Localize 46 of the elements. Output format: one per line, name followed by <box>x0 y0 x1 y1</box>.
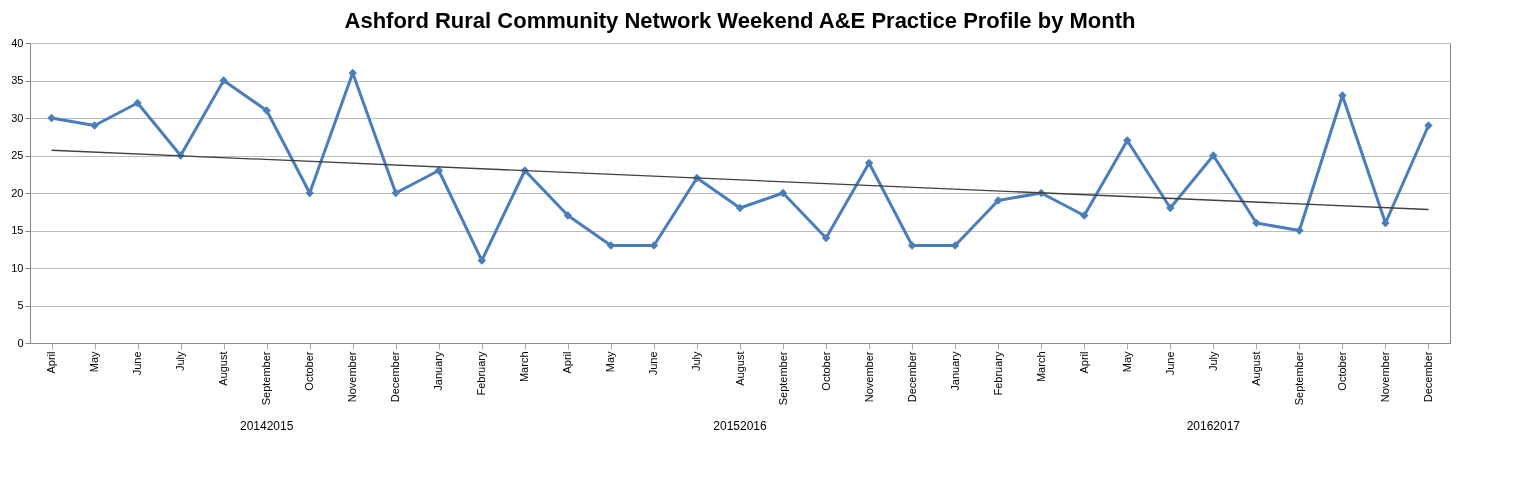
x-tick-label: December <box>389 351 402 403</box>
y-tick-label: 20 <box>11 186 24 199</box>
x-tick-label: March <box>1034 351 1047 383</box>
x-tick-label: October <box>819 351 832 391</box>
text: 20162017 <box>1186 419 1241 433</box>
x-tick-label: August <box>1249 351 1262 386</box>
x-tick-label: November <box>1378 351 1391 403</box>
x-tick-label: February <box>475 351 488 396</box>
x-tick-label: December <box>905 351 918 403</box>
x-tick-label: April <box>1077 351 1090 374</box>
x-tick-label: December <box>1421 351 1434 403</box>
x-tick-label: June <box>1163 351 1176 376</box>
x-tick-label: June <box>647 351 660 376</box>
y-tick-label: 25 <box>11 149 24 161</box>
x-tick-label: June <box>131 351 144 376</box>
x-tick-label: May <box>88 351 101 373</box>
x-tick-label: May <box>604 351 617 373</box>
text: 20152016 <box>713 419 768 433</box>
x-tick-label: May <box>1120 351 1133 373</box>
y-tick-label: 0 <box>17 336 24 349</box>
x-tick-label: April <box>561 351 574 374</box>
x-tick-label: January <box>432 351 445 391</box>
x-tick-label: October <box>303 351 316 391</box>
text: 20142015 <box>239 419 294 433</box>
x-tick-label: October <box>1335 351 1348 391</box>
x-tick-label: August <box>217 351 230 386</box>
y-tick-label: 35 <box>11 74 24 86</box>
x-tick-label: August <box>733 351 746 386</box>
x-tick-label: July <box>690 351 703 372</box>
y-tick-label: 40 <box>11 36 24 49</box>
x-tick-label: March <box>518 351 531 383</box>
x-tick-label: September <box>776 351 789 406</box>
y-tick-label: 5 <box>17 299 24 311</box>
y-tick-label: 10 <box>11 261 24 274</box>
y-tick-label: 30 <box>11 111 24 124</box>
x-tick-label: September <box>1292 351 1305 406</box>
x-tick-label: September <box>260 351 273 406</box>
x-tick-label: February <box>991 351 1004 396</box>
x-tick-label: April <box>45 351 58 374</box>
x-tick-label: November <box>862 351 875 403</box>
y-tick-label: 15 <box>11 224 24 236</box>
chart-title: Ashford Rural Community Network Weekend A&E Practice Profile by Month <box>344 8 1136 33</box>
x-tick-label: November <box>346 351 359 403</box>
x-tick-label: January <box>948 351 961 391</box>
x-tick-label: July <box>1206 351 1219 372</box>
x-tick-label: July <box>174 351 187 372</box>
